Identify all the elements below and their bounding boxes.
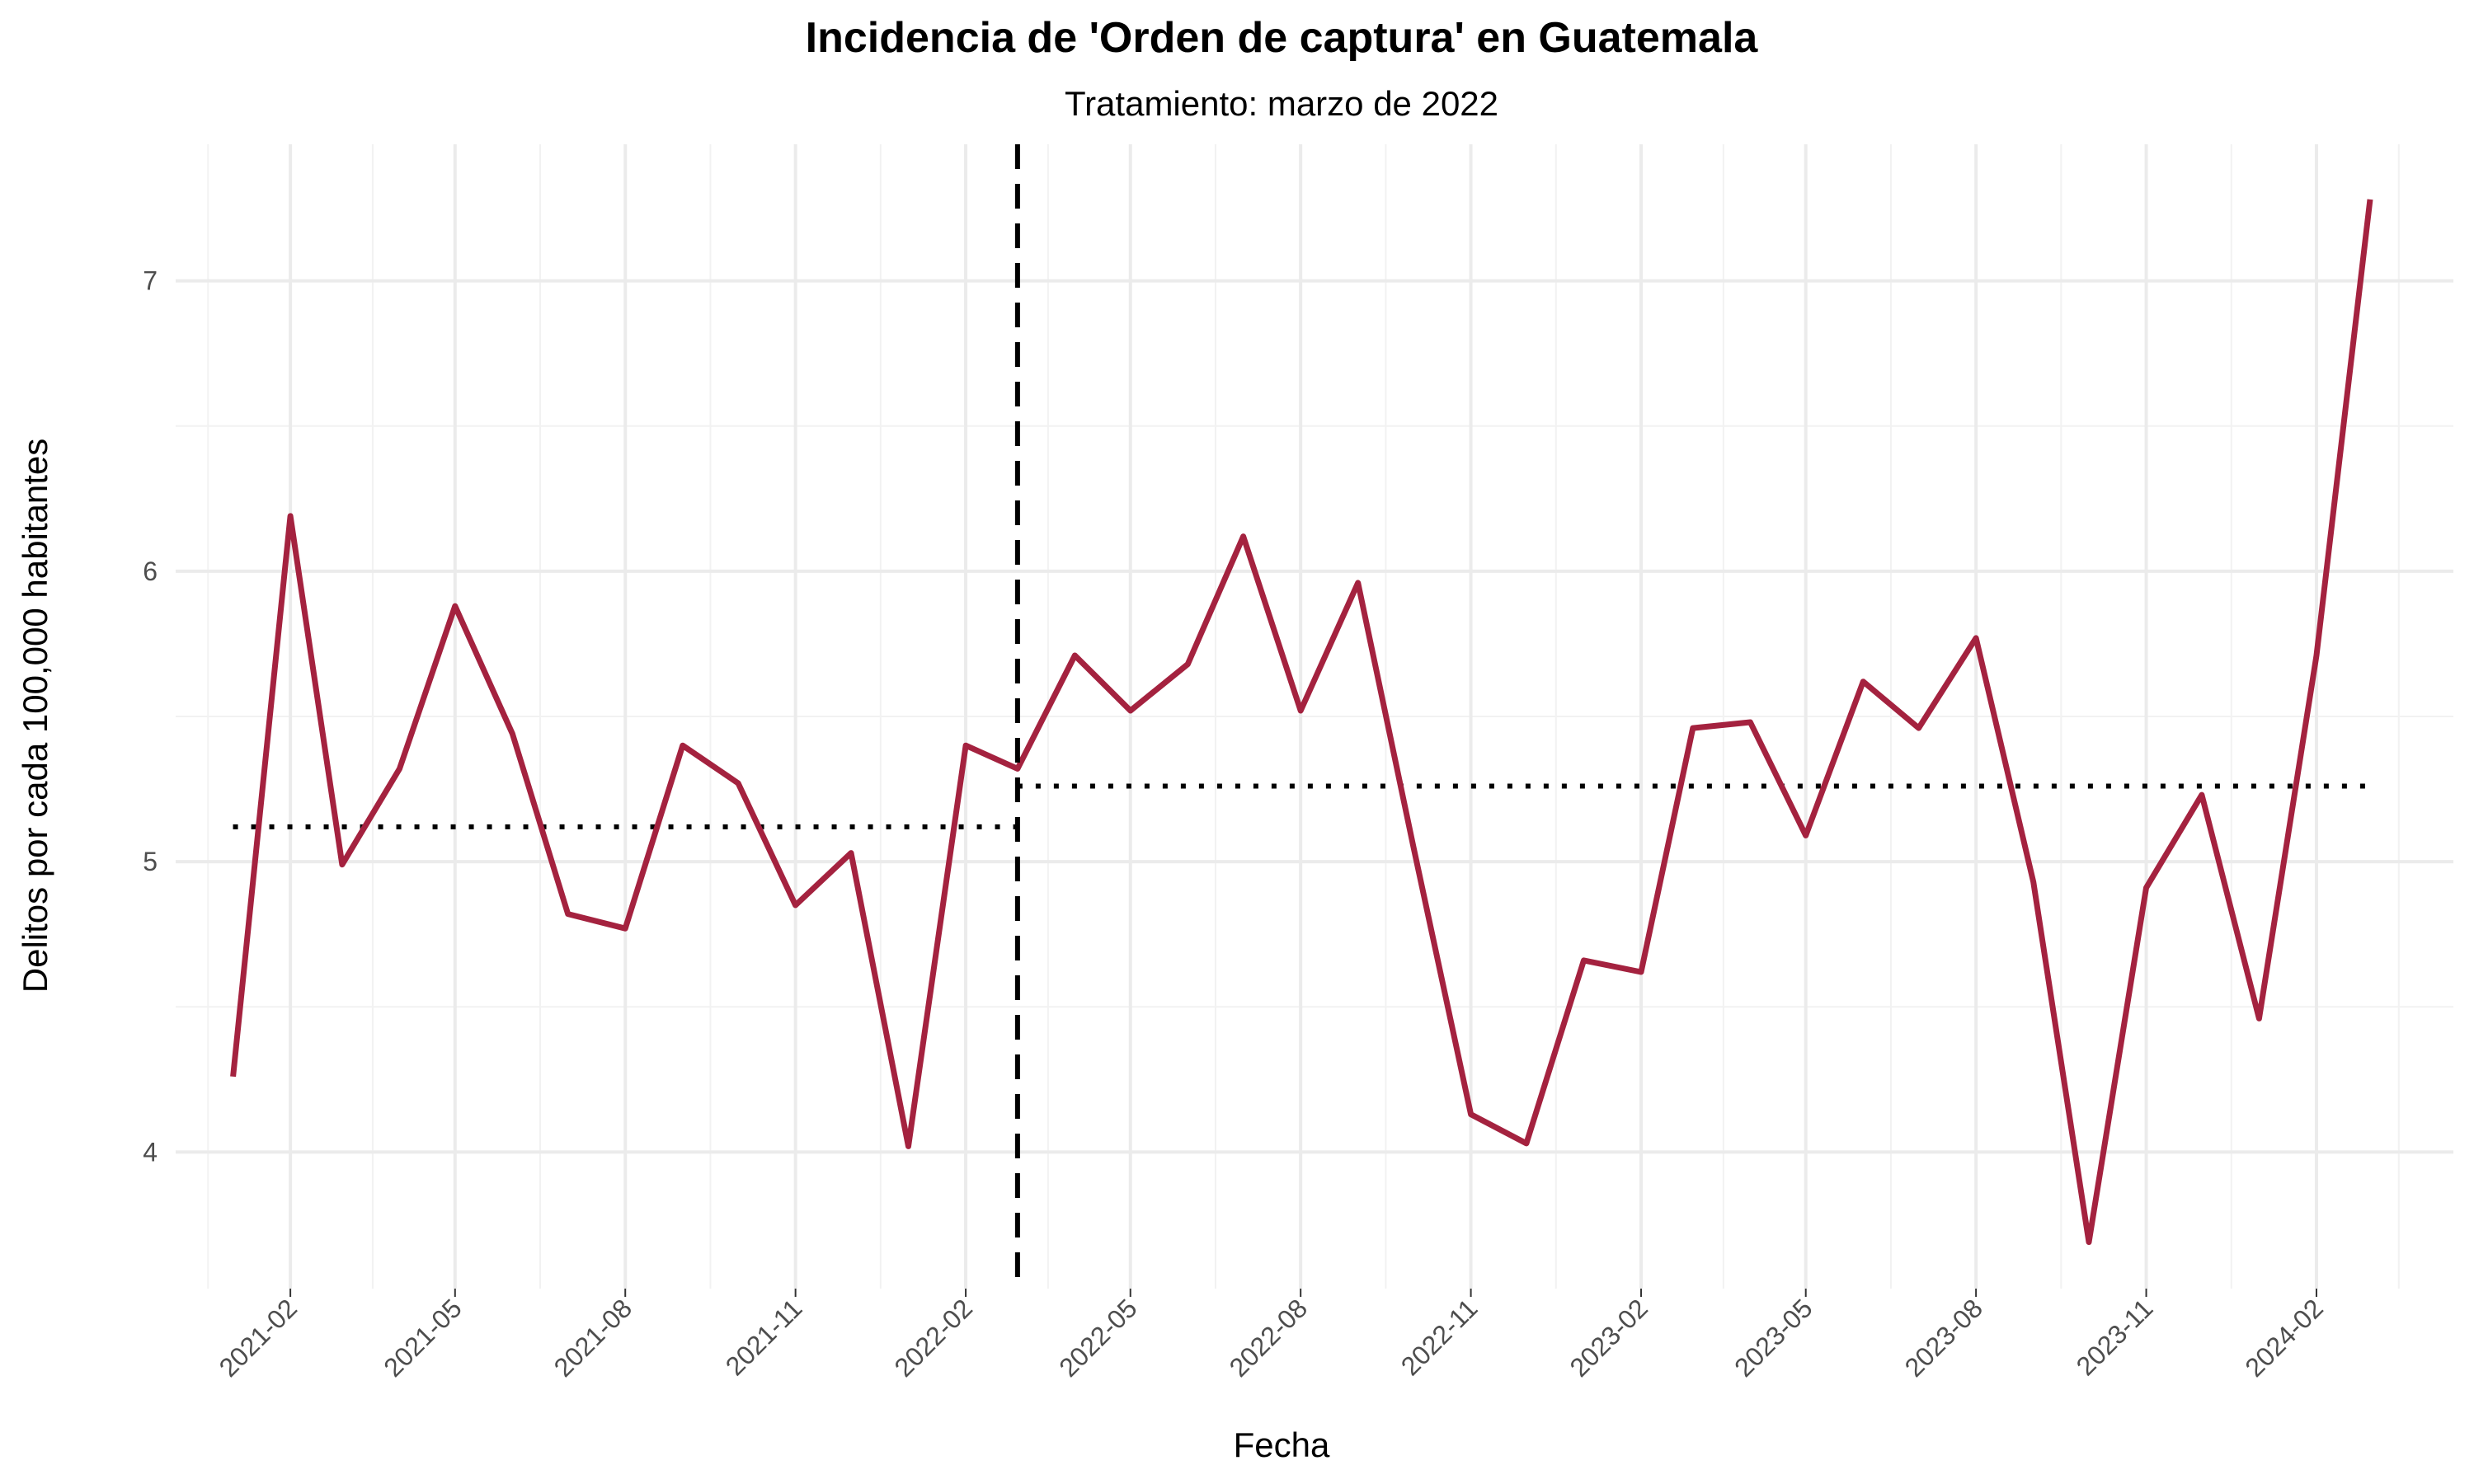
y-tick-label: 5: [143, 847, 158, 876]
x-tick-label: 2021-05: [378, 1293, 467, 1382]
x-tick-label: 2022-02: [889, 1293, 978, 1382]
x-tick-label: 2021-08: [548, 1293, 637, 1382]
x-tick-label: 2023-05: [1729, 1293, 1818, 1382]
x-tick-label: 2021-11: [720, 1293, 808, 1381]
series-layer: [230, 144, 2373, 1289]
y-tick-label: 4: [143, 1137, 158, 1167]
x-tick-label: 2022-11: [1395, 1293, 1484, 1381]
x-tick-label: 2022-08: [1224, 1293, 1313, 1382]
x-tick-label: 2023-11: [2071, 1293, 2159, 1381]
x-tick-label: 2021-02: [214, 1293, 303, 1382]
x-tick-label: 2022-05: [1053, 1293, 1142, 1382]
x-axis-ticks: 2021-02 2021-05 2021-08 2021-11 2022-02 2022-…: [214, 1289, 2329, 1383]
x-tick-label: 2023-08: [1899, 1293, 1988, 1382]
y-axis-title: Delitos por cada 100,000 habitantes: [16, 439, 54, 993]
chart-title: Incidencia de 'Orden de captura' en Guat…: [806, 14, 1759, 62]
x-tick-label: 2024-02: [2239, 1293, 2328, 1382]
x-tick-label: 2023-02: [1564, 1293, 1653, 1382]
chart-subtitle: Tratamiento: marzo de 2022: [1065, 84, 1498, 123]
y-axis-ticks: 4 5 6 7: [143, 266, 158, 1167]
x-axis-title: Fecha: [1234, 1425, 1330, 1464]
y-tick-label: 7: [143, 266, 158, 296]
y-tick-label: 6: [143, 556, 158, 586]
grid: [176, 144, 2453, 1289]
series-line: [230, 199, 2373, 1246]
